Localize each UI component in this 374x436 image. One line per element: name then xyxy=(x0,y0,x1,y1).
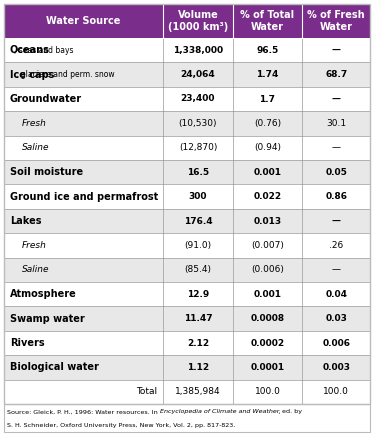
Text: 0.013: 0.013 xyxy=(254,217,282,225)
Bar xyxy=(4,233,370,258)
Bar xyxy=(4,87,370,111)
Bar xyxy=(4,307,370,331)
Text: 16.5: 16.5 xyxy=(187,168,209,177)
Text: Saline: Saline xyxy=(22,143,49,152)
Text: Source: Gleick, P. H., 1996: Water resources. In: Source: Gleick, P. H., 1996: Water resou… xyxy=(7,409,160,414)
Text: Rivers: Rivers xyxy=(10,338,45,348)
Text: 1,338,000: 1,338,000 xyxy=(173,46,223,54)
Text: 23,400: 23,400 xyxy=(181,95,215,103)
Bar xyxy=(4,380,370,404)
Bar xyxy=(4,282,370,307)
Text: 0.001: 0.001 xyxy=(254,290,282,299)
Text: Fresh: Fresh xyxy=(22,241,47,250)
Text: Atmosphere: Atmosphere xyxy=(10,289,77,299)
Text: , seas and bays: , seas and bays xyxy=(14,46,74,54)
Text: —: — xyxy=(332,217,341,225)
Text: (0.76): (0.76) xyxy=(254,119,281,128)
Text: ed. by: ed. by xyxy=(280,409,303,414)
Bar xyxy=(4,160,370,184)
Text: 100.0: 100.0 xyxy=(323,387,349,396)
Text: 1.7: 1.7 xyxy=(260,95,276,103)
Text: 0.0001: 0.0001 xyxy=(251,363,285,372)
Bar xyxy=(4,258,370,282)
Text: Volume
(1000 km³): Volume (1000 km³) xyxy=(168,10,228,32)
Text: 2.12: 2.12 xyxy=(187,338,209,347)
Text: (85.4): (85.4) xyxy=(184,265,211,274)
Text: 12.9: 12.9 xyxy=(187,290,209,299)
Text: Water Source: Water Source xyxy=(46,16,121,26)
Text: (0.006): (0.006) xyxy=(251,265,284,274)
Text: .26: .26 xyxy=(329,241,343,250)
Text: (10,530): (10,530) xyxy=(179,119,217,128)
Text: 0.04: 0.04 xyxy=(325,290,347,299)
Text: 100.0: 100.0 xyxy=(255,387,280,396)
Text: Soil moisture: Soil moisture xyxy=(10,167,83,177)
Text: 1.12: 1.12 xyxy=(187,363,209,372)
Text: Oceans: Oceans xyxy=(10,45,50,55)
Text: 11.47: 11.47 xyxy=(184,314,212,323)
Bar xyxy=(4,38,370,62)
Text: Ground ice and permafrost: Ground ice and permafrost xyxy=(10,191,158,201)
Text: Groundwater: Groundwater xyxy=(10,94,82,104)
Text: (0.007): (0.007) xyxy=(251,241,284,250)
Text: 0.05: 0.05 xyxy=(325,168,347,177)
Text: 30.1: 30.1 xyxy=(326,119,346,128)
Bar xyxy=(4,136,370,160)
Text: 0.0002: 0.0002 xyxy=(251,338,285,347)
Text: Lakes: Lakes xyxy=(10,216,42,226)
Text: —: — xyxy=(332,95,341,103)
Text: (0.94): (0.94) xyxy=(254,143,281,152)
Text: S. H. Schneider, Oxford University Press, New York, Vol. 2, pp. 817-823.: S. H. Schneider, Oxford University Press… xyxy=(7,422,235,428)
Text: Fresh: Fresh xyxy=(22,119,47,128)
Bar xyxy=(4,111,370,136)
Text: —: — xyxy=(332,46,341,54)
Text: 24,064: 24,064 xyxy=(181,70,215,79)
Text: Total: Total xyxy=(136,387,157,396)
Bar xyxy=(4,4,370,38)
Text: (91.0): (91.0) xyxy=(184,241,212,250)
Text: 300: 300 xyxy=(189,192,207,201)
Text: 1.74: 1.74 xyxy=(256,70,279,79)
Text: —: — xyxy=(332,143,341,152)
Text: 0.001: 0.001 xyxy=(254,168,282,177)
Text: % of Total
Water: % of Total Water xyxy=(240,10,295,32)
Text: , glaciers and perm. snow: , glaciers and perm. snow xyxy=(16,70,114,79)
Bar xyxy=(4,331,370,355)
Bar xyxy=(4,209,370,233)
Text: Swamp water: Swamp water xyxy=(10,313,85,324)
Text: 68.7: 68.7 xyxy=(325,70,347,79)
Bar xyxy=(4,62,370,87)
Bar xyxy=(4,184,370,209)
Text: 1,385,984: 1,385,984 xyxy=(175,387,221,396)
Bar xyxy=(4,404,370,432)
Text: 0.03: 0.03 xyxy=(325,314,347,323)
Text: Encyclopedia of Climate and Weather,: Encyclopedia of Climate and Weather, xyxy=(160,409,280,414)
Text: 0.006: 0.006 xyxy=(322,338,350,347)
Text: % of Fresh
Water: % of Fresh Water xyxy=(307,10,365,32)
Text: 0.86: 0.86 xyxy=(325,192,347,201)
Bar xyxy=(4,355,370,380)
Text: 0.0008: 0.0008 xyxy=(251,314,285,323)
Text: Biological water: Biological water xyxy=(10,362,99,372)
Text: 0.022: 0.022 xyxy=(254,192,282,201)
Text: Ice caps: Ice caps xyxy=(10,70,54,80)
Text: 96.5: 96.5 xyxy=(257,46,279,54)
Text: (12,870): (12,870) xyxy=(179,143,217,152)
Text: 0.003: 0.003 xyxy=(322,363,350,372)
Text: 176.4: 176.4 xyxy=(184,217,212,225)
Text: —: — xyxy=(332,265,341,274)
Text: Saline: Saline xyxy=(22,265,49,274)
